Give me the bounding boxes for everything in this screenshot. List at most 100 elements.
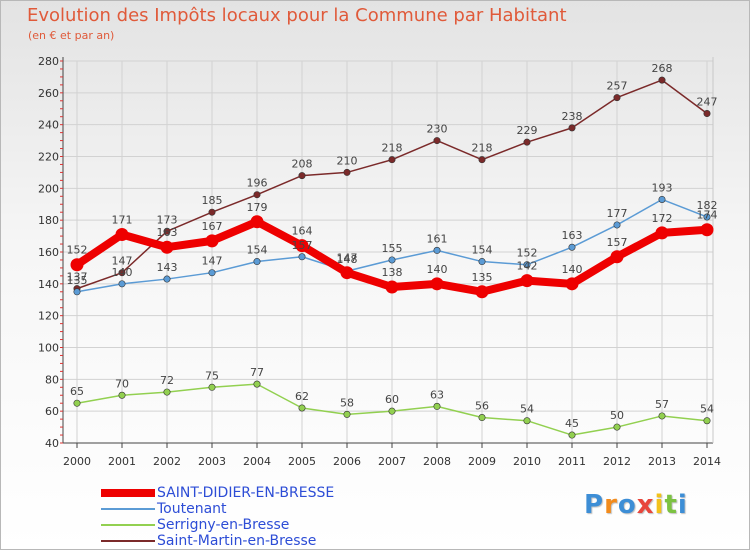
data-label: 174 [697, 209, 718, 222]
data-point [658, 195, 666, 203]
legend-label: SAINT-DIDIER-EN-BRESSE [157, 485, 335, 501]
data-label: 58 [340, 396, 354, 409]
data-point [73, 399, 81, 407]
data-point [700, 223, 714, 237]
data-label: 63 [430, 388, 444, 401]
x-tick-label: 2004 [243, 455, 271, 468]
data-label: 208 [292, 158, 313, 171]
data-label: 143 [157, 261, 178, 274]
data-label: 218 [382, 142, 403, 155]
data-point [433, 402, 441, 410]
data-label: 182 [697, 199, 718, 212]
data-point [703, 110, 711, 118]
x-tick-label: 2011 [558, 455, 586, 468]
data-label: 157 [292, 239, 313, 252]
data-label: 62 [295, 390, 309, 403]
data-point [163, 275, 171, 283]
x-tick-label: 2006 [333, 455, 361, 468]
data-point [298, 172, 306, 180]
data-point [613, 423, 621, 431]
y-tick-label: 60 [45, 405, 59, 418]
data-point [208, 208, 216, 216]
data-point [475, 285, 489, 299]
y-tick-label: 120 [38, 310, 59, 323]
data-label: 229 [517, 124, 538, 137]
chart-title: Evolution des Impôts locaux pour la Comm… [27, 5, 567, 26]
data-point [613, 221, 621, 229]
data-label: 157 [607, 236, 628, 249]
data-label: 155 [382, 242, 403, 255]
data-label: 177 [607, 207, 628, 220]
data-point [163, 227, 171, 235]
legend-swatch [101, 489, 155, 497]
data-point [250, 215, 264, 229]
x-tick-label: 2001 [108, 455, 136, 468]
legend-label: Saint-Martin-en-Bresse [157, 533, 317, 549]
data-label: 147 [202, 255, 223, 268]
data-point [658, 76, 666, 84]
legend-swatch [101, 524, 155, 526]
data-point [343, 168, 351, 176]
data-label: 56 [475, 400, 489, 413]
data-label: 154 [247, 244, 268, 257]
chart-subtitle: (en € et par an) [28, 29, 115, 42]
y-tick-label: 260 [38, 87, 59, 100]
legend-label: Serrigny-en-Bresse [157, 517, 290, 533]
data-label: 148 [337, 253, 358, 266]
data-point [610, 250, 624, 264]
data-label: 210 [337, 154, 358, 167]
data-label: 77 [250, 366, 264, 379]
data-label: 247 [697, 96, 718, 109]
x-tick-label: 2002 [153, 455, 181, 468]
data-point [343, 410, 351, 418]
x-tick-label: 2003 [198, 455, 226, 468]
data-label: 193 [652, 181, 673, 194]
logo-letter: P [584, 490, 605, 520]
data-point [478, 258, 486, 266]
data-label: 163 [562, 229, 583, 242]
logo-letter: r [604, 490, 618, 520]
data-point [163, 388, 171, 396]
data-point [205, 234, 219, 248]
data-point [253, 191, 261, 199]
legend-swatch [101, 508, 155, 510]
data-label: 45 [565, 417, 579, 430]
data-point [568, 124, 576, 132]
data-point [73, 288, 81, 296]
data-point [613, 94, 621, 102]
data-label: 179 [247, 201, 268, 214]
data-point [295, 239, 309, 253]
data-label: 152 [67, 244, 88, 257]
legend-label: Toutenant [157, 501, 227, 517]
y-tick-label: 200 [38, 182, 59, 195]
data-point [253, 258, 261, 266]
data-label: 54 [700, 403, 714, 416]
x-tick-label: 2000 [63, 455, 91, 468]
data-label: 164 [292, 225, 313, 238]
grid-layer [63, 60, 713, 444]
x-tick-label: 2012 [603, 455, 631, 468]
data-point [520, 274, 534, 288]
data-point [118, 269, 126, 277]
logo-letter: x [636, 490, 655, 520]
data-label: 54 [520, 403, 534, 416]
x-tick-label: 2007 [378, 455, 406, 468]
y-tick-label: 280 [38, 55, 59, 68]
logo-letter: i [654, 490, 665, 520]
data-point [523, 261, 531, 269]
data-label: 172 [652, 212, 673, 225]
y-tick-label: 220 [38, 151, 59, 164]
data-point [433, 137, 441, 145]
data-point [298, 253, 306, 261]
data-point [388, 156, 396, 164]
data-label: 173 [157, 213, 178, 226]
y-tick-label: 100 [38, 342, 59, 355]
data-point [118, 391, 126, 399]
data-point [388, 407, 396, 415]
data-label: 75 [205, 369, 219, 382]
x-tick-label: 2008 [423, 455, 451, 468]
data-point [523, 138, 531, 146]
x-tick-label: 2010 [513, 455, 541, 468]
